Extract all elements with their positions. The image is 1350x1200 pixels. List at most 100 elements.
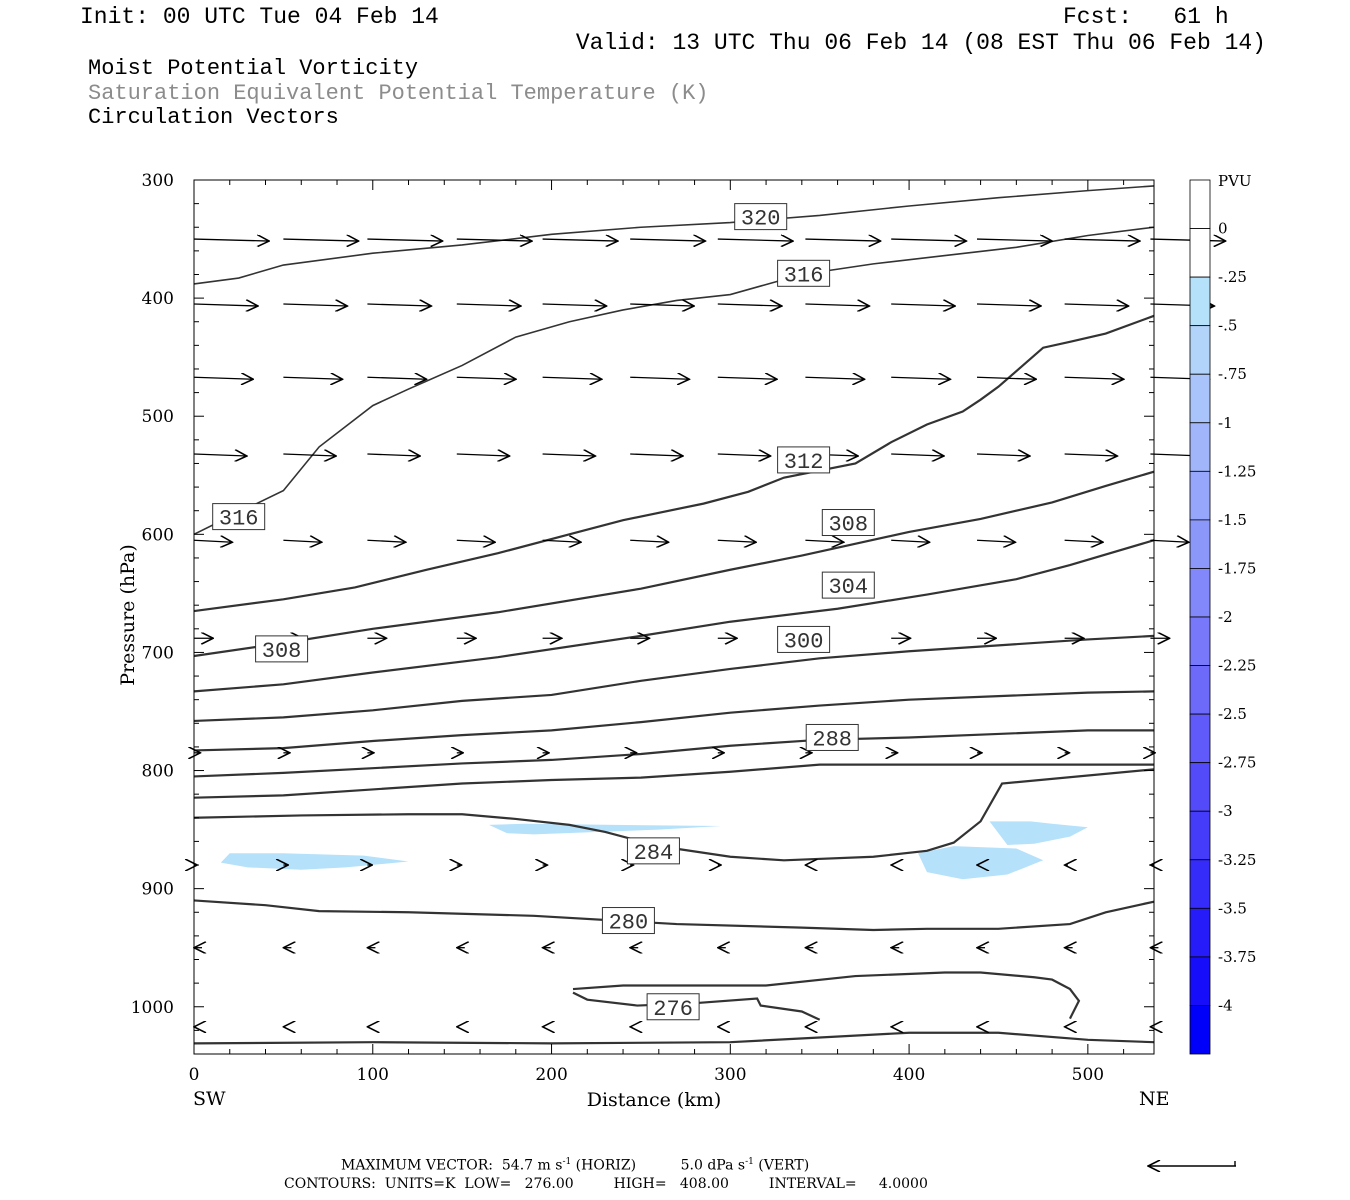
wind-vector [283,454,336,456]
wind-vector [1064,304,1129,306]
wind-vector [367,377,426,379]
wind-vector [1064,377,1124,379]
contour-label-276: 276 [646,993,700,1022]
contour-label-text: 300 [784,629,824,654]
contour-label-box [626,837,680,865]
colorbar-block [1189,422,1211,472]
contour-label-312: 312 [777,446,831,475]
contour-label-box [821,571,875,599]
wind-vector [456,377,516,379]
colorbar-block [1189,276,1211,327]
pv-region-2 [989,821,1088,845]
x-tick-label: 200 [535,1065,567,1085]
wind-vector [542,377,602,379]
title-line-3: Circulation Vectors [88,105,339,130]
wind-vector [283,377,342,379]
max-vector-text: MAXIMUM VECTOR: 54.7 m s-1 (HORIZ) 5.0 d… [341,1157,810,1174]
colorbar-title: PVU [1218,172,1252,190]
max-vector-vert: 5.0 dPa s [680,1157,746,1174]
colorbar-label: -.75 [1218,365,1247,383]
colorbar-block [1189,470,1211,521]
contour-label-text: 308 [828,513,868,538]
wind-vector [542,239,618,241]
x-axis-label: Distance (km) [587,1089,722,1111]
colorbar-block [1189,810,1211,861]
wind-vector [542,304,607,306]
x-tick-label: 300 [714,1065,746,1085]
colorbar-label: -1.25 [1218,462,1256,480]
contour-label-316: 316 [212,503,266,532]
contour-label-text: 284 [634,841,674,866]
horiz-tag: (HORIZ) [575,1157,637,1174]
theta-e-contour-288 [193,763,1154,799]
colorbar-block [1189,665,1211,715]
plot-frame [193,179,1155,1055]
colorbar-label: -1.5 [1218,511,1247,529]
vert-tag: (VERT) [758,1157,810,1174]
max-vector-label: MAXIMUM VECTOR: [341,1157,493,1174]
colorbar-label: -.25 [1218,268,1247,286]
wind-vector [283,304,347,306]
y-tick-label: 800 [142,762,174,782]
theta-e-contour-296 [193,690,1155,752]
wind-vector [542,540,581,542]
contour-label-box [777,625,831,653]
x-tick-label: 100 [357,1065,389,1085]
colorbar-block [1189,179,1211,229]
wind-vector [367,454,420,456]
contour-label-text: 304 [828,575,868,600]
contour-label-text: 320 [741,207,781,232]
theta-e-contour-312 [193,314,1155,613]
colorbar-label: -1 [1218,414,1233,432]
wind-vector [1064,540,1103,542]
wind-vector [1150,540,1188,542]
contour-label-text: 316 [219,507,259,532]
theta-e-contour-316 [193,226,1155,536]
colorbar-block [1189,762,1211,812]
y-tick-label: 1000 [131,998,174,1018]
colorbar-label: -1.75 [1218,559,1256,577]
contour-label-308: 308 [821,509,875,538]
colorbar-block [1189,568,1211,618]
contour-label-304: 304 [821,571,875,600]
colorbar-block [1189,519,1211,569]
wind-vector [717,454,771,456]
contour-label-text: 308 [262,639,302,664]
wind-vector [1064,454,1118,456]
colorbar-block [1189,325,1211,375]
wind-vector [717,540,756,542]
wind-vector [630,540,668,542]
wind-vector [193,540,232,542]
contour-label-text: 312 [784,450,824,475]
colorbar-block [1189,1005,1211,1055]
colorbar-label: -4 [1218,996,1233,1014]
contour-label-288: 288 [805,723,859,752]
wind-vector [891,454,944,456]
contour-label-text: 288 [812,727,852,752]
theta-e-contour-276 [572,991,821,1021]
wind-vector [1064,239,1140,241]
x-tick-label: 500 [1072,1065,1104,1085]
colorbar-label: -2.75 [1218,754,1256,772]
colorbar-label: -3 [1218,802,1233,820]
pv-region-3 [918,846,1044,880]
colorbar-label: -3.5 [1218,899,1247,917]
contour-label-box [212,503,266,531]
wind-vector [717,377,777,379]
y-tick-label: 900 [142,880,174,900]
x-tick-label: 0 [189,1065,200,1085]
contour-label-300: 300 [777,625,831,654]
wind-vector [976,540,1015,542]
forecast-hour: Fcst: 61 h [1063,4,1229,30]
contour-label-box [805,723,859,751]
contour-info: CONTOURS: UNITS=K LOW= 276.00 HIGH= 408.… [284,1176,928,1192]
contour-label-text: 316 [784,263,824,288]
contour-label-box [821,509,875,537]
y-tick-label: 500 [142,407,174,427]
wind-vector [456,540,495,542]
wind-vector [976,377,1036,379]
theta-e-contour-320 [193,185,1155,285]
contour-label-box [734,203,788,231]
colorbar-block [1189,859,1211,909]
wind-vector [976,304,1041,306]
